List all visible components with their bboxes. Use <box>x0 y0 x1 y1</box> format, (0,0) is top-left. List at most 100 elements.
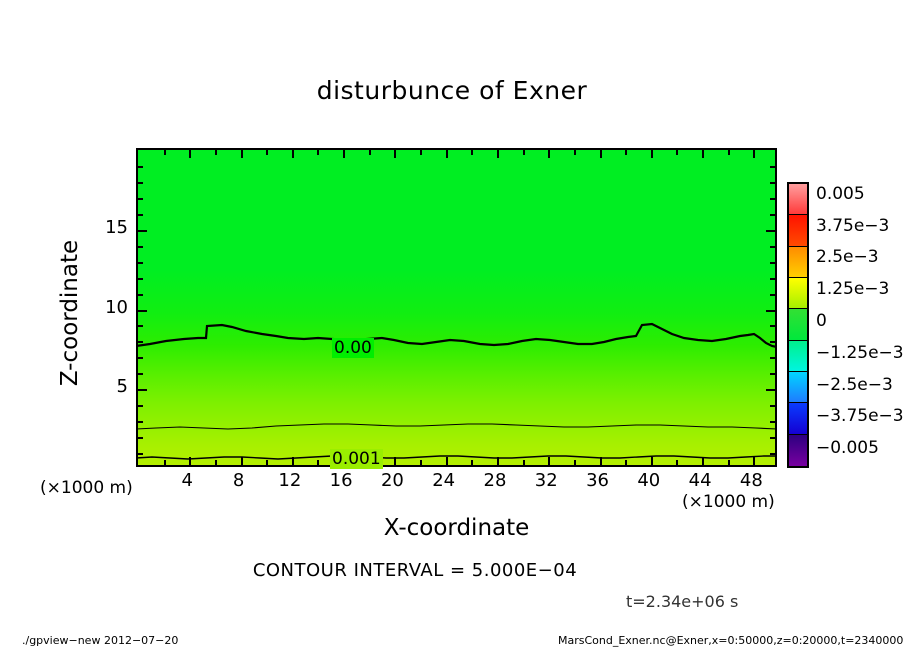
x-tick-14 <box>317 460 320 465</box>
y-tick-3 <box>138 421 143 424</box>
colorbar-label-3: 1.25e−3 <box>816 279 890 300</box>
contour-plot-area[interactable] <box>136 148 777 467</box>
x-tick-32 <box>548 457 551 465</box>
x-tick-label-48: 48 <box>739 470 763 491</box>
x-tick-44 <box>702 457 705 465</box>
y-tick-right-18 <box>770 181 775 184</box>
colorbar-band-8 <box>789 434 807 466</box>
contour-interval-caption: CONTOUR INTERVAL = 5.000E−04 <box>252 560 578 581</box>
x-tick-top-30 <box>522 150 525 155</box>
footer-command-label: ./gpview−new 2012−07−20 <box>22 634 179 647</box>
x-tick-top-16 <box>343 150 346 158</box>
y-tick-label-15: 15 <box>105 216 128 238</box>
colorbar-band-0 <box>789 184 807 216</box>
x-tick-top-12 <box>291 150 294 158</box>
x-tick-26 <box>471 460 474 465</box>
x-tick-20 <box>394 457 397 465</box>
x-units-right-label: (×1000 m) <box>682 492 775 512</box>
y-tick-14 <box>138 245 143 248</box>
y-tick-right-11 <box>770 293 775 296</box>
x-tick-top-32 <box>548 150 551 158</box>
x-tick-22 <box>420 460 423 465</box>
footer-dataset-label: MarsCond_Exner.nc@Exner,x=0:50000,z=0:20… <box>558 634 904 647</box>
x-axis-title: X-coordinate <box>383 515 530 541</box>
colorbar[interactable] <box>787 182 809 468</box>
time-stamp-caption: t=2.34e+06 s <box>626 592 739 611</box>
x-tick-28 <box>496 457 499 465</box>
x-tick-top-48 <box>753 150 756 158</box>
x-tick-top-20 <box>394 150 397 158</box>
x-tick-10 <box>266 460 269 465</box>
y-tick-right-1 <box>770 453 775 456</box>
colorbar-band-3 <box>789 277 807 310</box>
colorbar-label-7: −3.75e−3 <box>816 406 904 427</box>
x-tick-top-24 <box>445 150 448 158</box>
colorbar-label-0: 0.005 <box>816 183 865 204</box>
x-tick-36 <box>599 457 602 465</box>
x-tick-24 <box>445 457 448 465</box>
x-tick-top-38 <box>625 150 628 155</box>
x-tick-label-4: 4 <box>181 470 193 491</box>
y-tick-9 <box>138 325 143 328</box>
y-tick-label-10: 10 <box>105 296 128 318</box>
colorbar-label-4: 0 <box>816 311 827 331</box>
x-tick-8 <box>240 457 243 465</box>
colorbar-band-2 <box>789 246 807 278</box>
colorbar-label-5: −1.25e−3 <box>816 342 904 363</box>
x-tick-top-2 <box>163 150 166 155</box>
x-tick-label-28: 28 <box>483 470 507 491</box>
x-tick-30 <box>522 460 525 465</box>
x-tick-top-22 <box>420 150 423 155</box>
colorbar-label-2: 2.5e−3 <box>816 247 879 268</box>
x-tick-4 <box>189 457 192 465</box>
y-tick-right-6 <box>770 373 775 376</box>
y-tick-6 <box>138 373 143 376</box>
x-tick-label-16: 16 <box>329 470 353 491</box>
x-tick-top-26 <box>471 150 474 155</box>
x-tick-6 <box>214 460 217 465</box>
x-tick-label-44: 44 <box>688 470 712 491</box>
x-tick-label-36: 36 <box>586 470 609 491</box>
colorbar-band-6 <box>789 371 807 404</box>
colorbar-band-1 <box>789 215 807 247</box>
y-tick-8 <box>138 341 143 344</box>
y-tick-label-5: 5 <box>116 376 128 398</box>
colorbar-band-7 <box>789 403 807 435</box>
x-tick-label-12: 12 <box>278 470 302 491</box>
y-tick-16 <box>138 213 143 216</box>
y-tick-15 <box>138 229 147 232</box>
y-tick-right-16 <box>770 213 775 216</box>
x-tick-top-28 <box>496 150 499 158</box>
contour-label-zero: 0.00 <box>332 338 374 358</box>
y-tick-right-10 <box>766 309 775 312</box>
x-tick-top-36 <box>599 150 602 158</box>
x-tick-top-14 <box>317 150 320 155</box>
y-tick-right-13 <box>770 261 775 264</box>
y-tick-7 <box>138 357 143 360</box>
y-tick-right-3 <box>770 421 775 424</box>
y-tick-right-2 <box>770 437 775 440</box>
contour-label-0001: 0.001 <box>330 449 383 469</box>
colorbar-label-8: −0.005 <box>816 438 879 459</box>
x-units-left-label: (×1000 m) <box>40 478 133 498</box>
y-tick-right-7 <box>770 357 775 360</box>
y-tick-right-4 <box>770 405 775 408</box>
y-tick-10 <box>138 309 147 312</box>
x-tick-12 <box>291 457 294 465</box>
colorbar-band-5 <box>789 340 807 372</box>
y-tick-4 <box>138 405 143 408</box>
y-tick-right-12 <box>770 277 775 280</box>
colorbar-label-1: 3.75e−3 <box>816 215 890 236</box>
x-tick-42 <box>676 460 679 465</box>
y-axis-title: Z-coordinate <box>57 239 83 387</box>
y-tick-right-19 <box>770 165 775 168</box>
y-tick-2 <box>138 437 143 440</box>
y-tick-19 <box>138 165 143 168</box>
x-tick-top-4 <box>189 150 192 158</box>
y-tick-11 <box>138 293 143 296</box>
x-tick-top-42 <box>676 150 679 155</box>
y-tick-right-9 <box>770 325 775 328</box>
y-tick-right-14 <box>770 245 775 248</box>
y-tick-12 <box>138 277 143 280</box>
colorbar-band-4 <box>789 309 807 341</box>
